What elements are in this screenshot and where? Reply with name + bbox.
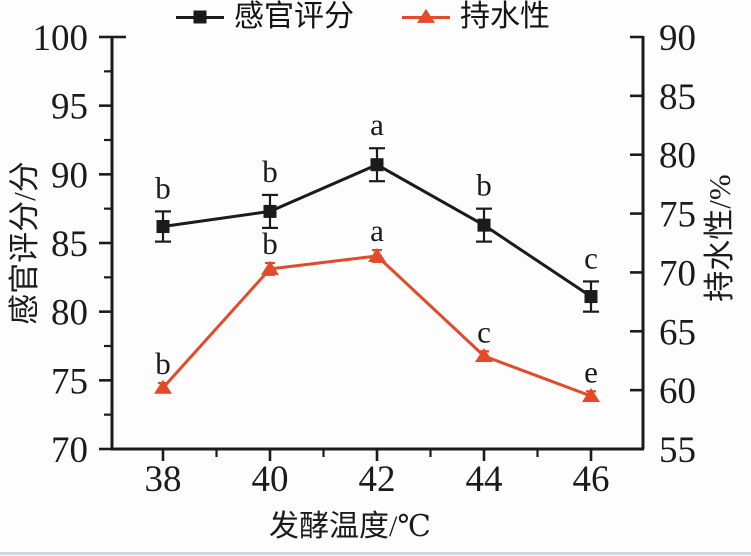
- svg-text:85: 85: [659, 77, 696, 118]
- significance-letter: a: [370, 107, 384, 142]
- legend-label-sensory-score: 感官评分: [234, 0, 354, 33]
- svg-text:85: 85: [51, 224, 88, 265]
- svg-text:75: 75: [659, 195, 696, 236]
- legend-item-water-holding: 持水性: [402, 0, 550, 34]
- svg-text:90: 90: [51, 155, 88, 196]
- svg-text:65: 65: [659, 312, 696, 353]
- legend-square-marker-icon: [176, 10, 224, 24]
- square-marker-icon: [477, 218, 491, 232]
- svg-text:60: 60: [659, 371, 696, 412]
- significance-letter: b: [155, 346, 171, 381]
- svg-text:80: 80: [659, 136, 696, 177]
- square-marker-icon: [584, 290, 598, 304]
- svg-text:80: 80: [51, 293, 88, 334]
- svg-text:40: 40: [252, 459, 289, 500]
- square-marker-icon: [370, 158, 384, 172]
- scan-artifact-line: [0, 552, 751, 555]
- left-axis-title: 感官评分/分: [7, 161, 42, 325]
- significance-letter: c: [477, 314, 491, 349]
- svg-text:55: 55: [659, 430, 696, 471]
- legend-triangle-marker-icon: [402, 8, 450, 23]
- triangle-marker-icon: [261, 260, 279, 275]
- triangle-marker-icon: [368, 247, 386, 262]
- svg-text:70: 70: [659, 253, 696, 294]
- significance-letter: a: [370, 213, 384, 248]
- x-axis-title: 发酵温度/℃: [269, 510, 431, 543]
- left-axis-ticks: 70 75 80 85 90 95 100: [33, 18, 126, 471]
- significance-letter: e: [584, 354, 598, 389]
- x-axis-ticks: 38 40 42 44 46: [145, 449, 610, 500]
- svg-text:90: 90: [659, 18, 696, 59]
- significance-letter: c: [584, 240, 598, 275]
- legend-item-sensory-score: 感官评分: [176, 0, 354, 34]
- significance-letter: b: [155, 170, 171, 205]
- series-line: [161, 254, 592, 398]
- triangle-marker-icon: [154, 379, 172, 394]
- svg-text:75: 75: [51, 361, 88, 402]
- svg-text:46: 46: [573, 459, 610, 500]
- significance-letter: b: [262, 154, 278, 189]
- svg-text:100: 100: [33, 18, 89, 59]
- legend: 感官评分 持水性: [176, 0, 550, 34]
- svg-text:70: 70: [51, 430, 88, 471]
- right-axis-title: 持水性/%: [702, 174, 737, 302]
- svg-text:42: 42: [359, 459, 396, 500]
- triangle-marker-icon: [475, 348, 493, 363]
- significance-letter: b: [262, 226, 278, 261]
- series-water-holding: b b a c e: [154, 213, 600, 403]
- series-sensory-score: b b a b c: [155, 107, 599, 313]
- svg-text:38: 38: [145, 459, 182, 500]
- square-marker-icon: [263, 204, 277, 218]
- legend-label-water-holding: 持水性: [460, 0, 550, 33]
- triangle-marker-icon: [582, 388, 600, 403]
- square-marker-icon: [156, 220, 170, 234]
- right-axis-ticks: 55 60 65 70 75 80 85 90: [630, 18, 696, 471]
- svg-text:95: 95: [51, 87, 88, 128]
- svg-text:44: 44: [466, 459, 503, 500]
- significance-letter: b: [476, 168, 492, 203]
